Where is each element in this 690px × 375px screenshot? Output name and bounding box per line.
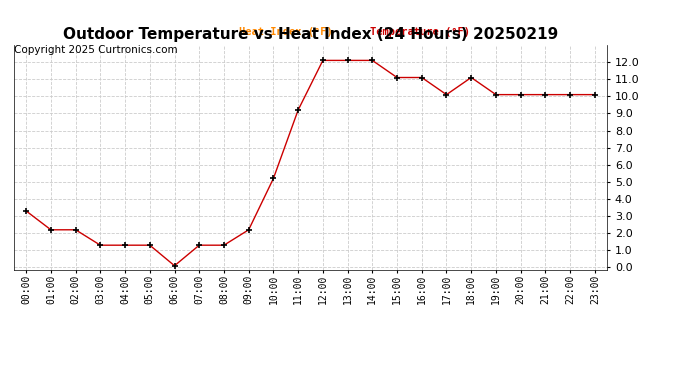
Text: Heat Index (°F): Heat Index (°F)	[239, 27, 333, 37]
Text: Copyright 2025 Curtronics.com: Copyright 2025 Curtronics.com	[14, 45, 177, 55]
Text: Temperature (°F): Temperature (°F)	[370, 27, 470, 37]
Title: Outdoor Temperature vs Heat Index (24 Hours) 20250219: Outdoor Temperature vs Heat Index (24 Ho…	[63, 27, 558, 42]
